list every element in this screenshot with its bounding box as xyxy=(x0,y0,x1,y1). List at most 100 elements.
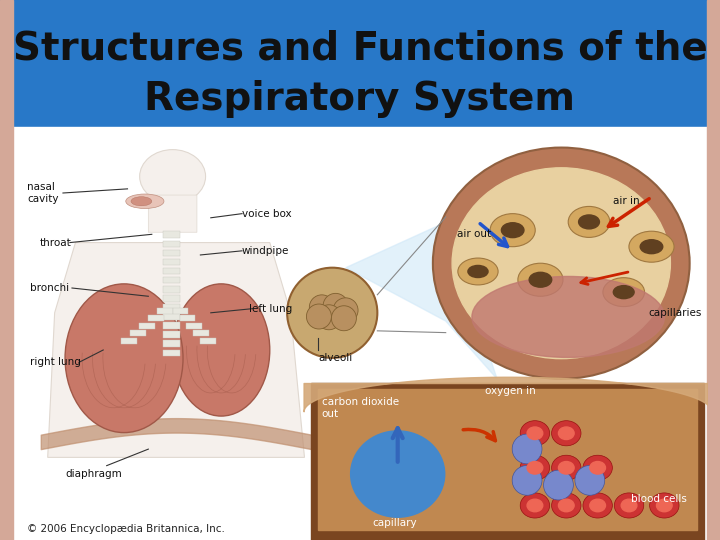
Ellipse shape xyxy=(583,455,613,481)
Bar xyxy=(158,308,173,314)
Ellipse shape xyxy=(521,493,549,518)
Bar xyxy=(121,338,137,344)
Bar xyxy=(0,0,13,540)
Bar xyxy=(163,304,179,310)
Text: right lung: right lung xyxy=(30,357,81,367)
Circle shape xyxy=(512,465,542,495)
Bar xyxy=(163,341,179,347)
Bar xyxy=(194,330,209,336)
Bar xyxy=(13,127,707,540)
Ellipse shape xyxy=(490,214,535,247)
Bar xyxy=(163,295,179,302)
Bar xyxy=(163,240,179,247)
Ellipse shape xyxy=(568,206,610,238)
Bar xyxy=(312,383,703,540)
Text: voice box: voice box xyxy=(242,208,292,219)
Ellipse shape xyxy=(583,493,613,518)
Bar xyxy=(173,308,188,314)
Bar xyxy=(163,332,179,338)
Text: blood cells: blood cells xyxy=(631,494,687,504)
Text: throat: throat xyxy=(40,238,71,247)
Bar xyxy=(200,338,216,344)
Text: oxygen in: oxygen in xyxy=(485,386,536,396)
Bar xyxy=(163,232,179,238)
Bar xyxy=(163,268,179,274)
Bar xyxy=(163,286,179,293)
Ellipse shape xyxy=(590,462,606,474)
Circle shape xyxy=(575,465,605,495)
Bar xyxy=(163,259,179,265)
Ellipse shape xyxy=(521,455,549,481)
Ellipse shape xyxy=(518,263,563,296)
Text: capillary: capillary xyxy=(372,518,417,529)
Text: © 2006 Encyclopædia Britannica, Inc.: © 2006 Encyclopædia Britannica, Inc. xyxy=(27,524,225,534)
Circle shape xyxy=(316,305,341,330)
Circle shape xyxy=(544,470,573,500)
Ellipse shape xyxy=(501,222,524,238)
Text: windpipe: windpipe xyxy=(242,246,289,256)
Ellipse shape xyxy=(552,455,581,481)
Ellipse shape xyxy=(621,499,637,512)
Circle shape xyxy=(310,295,334,320)
Ellipse shape xyxy=(613,286,634,299)
Bar xyxy=(186,323,202,329)
Ellipse shape xyxy=(559,499,574,512)
Bar xyxy=(148,315,163,321)
Ellipse shape xyxy=(452,168,670,359)
Text: air out: air out xyxy=(457,230,491,239)
Ellipse shape xyxy=(640,240,662,254)
Ellipse shape xyxy=(433,147,690,379)
Polygon shape xyxy=(346,222,497,379)
Text: Structures and Functions of the: Structures and Functions of the xyxy=(13,29,707,67)
Text: air in: air in xyxy=(613,196,640,206)
Polygon shape xyxy=(48,242,305,457)
Text: diaphragm: diaphragm xyxy=(65,469,122,479)
Bar xyxy=(163,277,179,284)
Ellipse shape xyxy=(521,421,549,446)
Text: nasal
cavity: nasal cavity xyxy=(27,182,58,204)
FancyBboxPatch shape xyxy=(148,195,197,232)
Text: capillaries: capillaries xyxy=(648,308,701,318)
Text: carbon dioxide
out: carbon dioxide out xyxy=(322,397,399,418)
Ellipse shape xyxy=(603,278,644,307)
Bar xyxy=(163,322,179,329)
Ellipse shape xyxy=(351,431,445,517)
Ellipse shape xyxy=(559,462,574,474)
Circle shape xyxy=(307,304,331,329)
Bar xyxy=(318,389,696,530)
Bar xyxy=(163,349,179,356)
Bar xyxy=(179,315,195,321)
Ellipse shape xyxy=(65,284,183,433)
Ellipse shape xyxy=(472,276,665,357)
Ellipse shape xyxy=(657,499,672,512)
Bar xyxy=(163,313,179,320)
Circle shape xyxy=(333,298,358,323)
Bar xyxy=(130,330,145,336)
Ellipse shape xyxy=(614,493,644,518)
Circle shape xyxy=(331,306,356,330)
Text: left lung: left lung xyxy=(249,303,292,314)
Circle shape xyxy=(323,293,348,319)
Ellipse shape xyxy=(649,493,679,518)
Ellipse shape xyxy=(458,258,498,285)
Ellipse shape xyxy=(552,493,581,518)
Ellipse shape xyxy=(559,427,574,440)
Ellipse shape xyxy=(629,231,674,262)
Ellipse shape xyxy=(552,421,581,446)
Circle shape xyxy=(512,434,542,464)
Ellipse shape xyxy=(529,272,552,287)
Ellipse shape xyxy=(579,215,600,229)
Bar xyxy=(139,323,155,329)
Ellipse shape xyxy=(140,150,206,204)
Ellipse shape xyxy=(173,284,270,416)
Text: bronchi: bronchi xyxy=(30,283,69,293)
Ellipse shape xyxy=(527,499,543,512)
Ellipse shape xyxy=(126,194,164,208)
Text: Respiratory System: Respiratory System xyxy=(145,80,575,118)
Ellipse shape xyxy=(590,499,606,512)
Circle shape xyxy=(287,268,377,358)
Ellipse shape xyxy=(527,427,543,440)
Text: alveoli: alveoli xyxy=(318,353,353,363)
Bar xyxy=(163,249,179,256)
Ellipse shape xyxy=(131,197,152,206)
